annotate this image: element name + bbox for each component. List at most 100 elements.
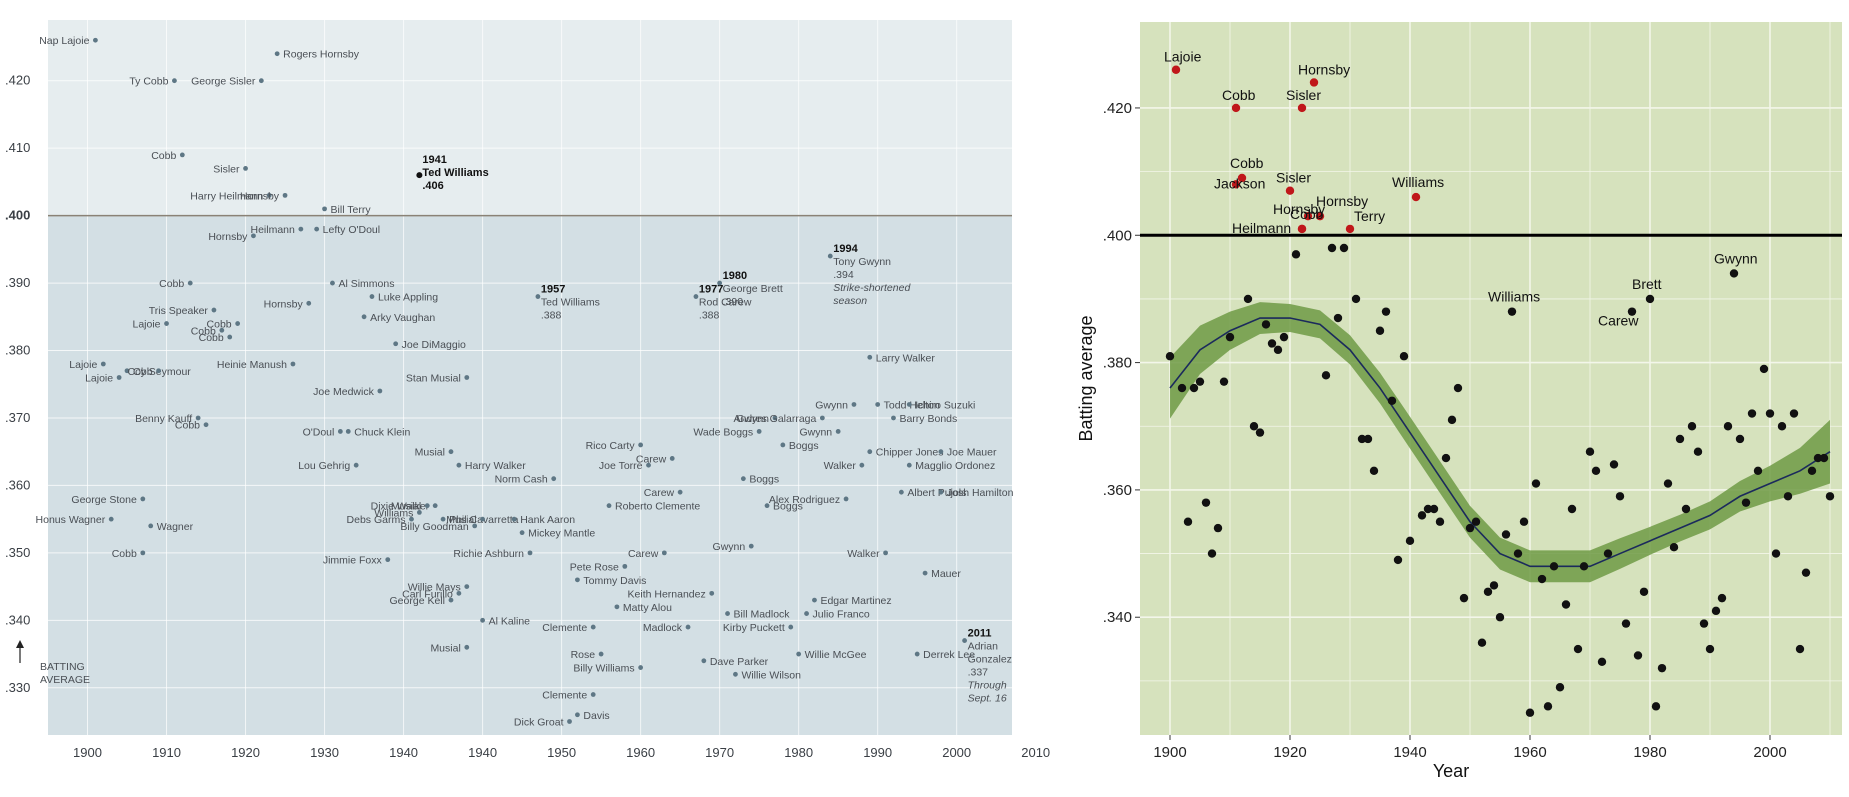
data-point	[203, 422, 209, 428]
y-tick-label: .350	[5, 545, 30, 560]
data-point	[243, 165, 248, 171]
data-point	[1219, 377, 1229, 386]
labeled-point	[1171, 65, 1181, 74]
data-point	[448, 449, 454, 455]
annotation-point	[416, 172, 423, 179]
data-point	[1705, 644, 1715, 654]
annotation-text: .388	[699, 310, 720, 322]
data-point	[938, 449, 944, 455]
data-point	[764, 503, 770, 509]
data-point	[1495, 613, 1505, 622]
data-point	[1423, 504, 1433, 514]
data-point	[898, 489, 904, 495]
point-label: Gwynn	[1714, 250, 1758, 266]
point-label: Lefty O'Doul	[323, 224, 380, 236]
point-label: Willie Wilson	[741, 669, 801, 681]
data-point	[1741, 498, 1751, 507]
data-point	[1693, 447, 1703, 456]
data-point	[1771, 549, 1781, 558]
point-label: Cobb	[1222, 87, 1256, 103]
data-point	[598, 651, 604, 657]
point-label: O'Doul	[303, 426, 335, 438]
point-label: Cobb	[191, 325, 216, 337]
data-point	[1183, 517, 1193, 526]
point-label: Josh Hamilton	[947, 487, 1014, 499]
data-point	[480, 617, 485, 623]
data-point	[1777, 422, 1787, 431]
point-label: Stan Musial	[406, 373, 461, 385]
data-point	[337, 429, 343, 434]
annotation-text: .394	[833, 269, 854, 281]
data-point	[464, 584, 470, 590]
data-point	[274, 51, 280, 57]
data-point	[140, 496, 146, 502]
data-point	[843, 496, 849, 502]
point-label: Keith Hernandez	[628, 588, 706, 600]
data-point	[622, 563, 628, 569]
data-point	[480, 516, 485, 522]
point-label: Larry Walker	[876, 352, 936, 364]
data-point	[1543, 702, 1553, 711]
data-point	[1201, 498, 1211, 507]
point-label: Carew	[644, 487, 675, 499]
point-label: Arky Vaughan	[370, 312, 435, 324]
point-label: Musial	[430, 642, 460, 654]
data-point	[1399, 352, 1409, 361]
data-point	[1165, 352, 1175, 361]
annotation-text: 1977	[699, 284, 723, 296]
data-point	[740, 476, 746, 482]
data-point	[1747, 409, 1757, 418]
data-point	[1813, 453, 1823, 463]
annotation-text: 1980	[723, 270, 747, 282]
x-tick-label: 1960	[1513, 744, 1546, 761]
data-point	[1177, 383, 1187, 393]
point-label: Edgar Martinez	[820, 595, 891, 607]
point-label: Lajoie	[85, 373, 113, 385]
data-point	[1207, 549, 1217, 558]
data-point	[464, 375, 470, 380]
y-tick-label: .400	[5, 208, 30, 223]
point-label: Boggs	[789, 440, 819, 452]
data-point	[1735, 434, 1745, 444]
point-label: Williams	[374, 507, 413, 519]
point-label: Luke Appling	[378, 292, 438, 304]
data-point	[456, 590, 462, 596]
data-point	[1675, 434, 1685, 444]
y-tick-label: .380	[5, 343, 30, 358]
data-point	[164, 321, 169, 326]
data-point	[1339, 243, 1349, 253]
data-point	[772, 415, 778, 421]
point-label: George Stone	[71, 494, 137, 506]
data-point	[1465, 523, 1475, 533]
point-label: Jimmie Foxx	[323, 555, 383, 567]
data-point	[867, 449, 873, 455]
x-tick-label: 1900	[73, 745, 102, 760]
annotation-text: Ted Williams	[541, 297, 600, 309]
data-point	[575, 577, 580, 583]
annotation-point	[962, 638, 967, 643]
data-point	[1753, 466, 1763, 476]
annotation-text: Ted Williams	[422, 167, 488, 179]
data-point	[511, 516, 517, 522]
data-point	[464, 644, 470, 650]
data-point	[1279, 332, 1289, 342]
data-point	[1291, 250, 1301, 259]
data-point	[440, 516, 446, 522]
point-label: Benny Kauff	[135, 413, 192, 425]
data-point	[1687, 422, 1697, 431]
data-point	[1417, 511, 1427, 520]
annotation-text: Rod Carew	[699, 297, 752, 309]
point-label: Gwynn	[736, 413, 769, 425]
point-label: Bill Madlock	[734, 609, 791, 621]
point-label: Wagner	[157, 521, 194, 533]
data-point	[701, 658, 707, 664]
annotation-text: .406	[422, 180, 443, 192]
y-tick-label: .420	[5, 73, 30, 88]
point-label: Cobb	[128, 366, 153, 378]
data-point	[251, 233, 256, 239]
point-label: Norm Cash	[495, 474, 548, 486]
data-point	[646, 462, 651, 468]
x-tick-label: 1940	[468, 745, 497, 760]
point-label: Chipper Jones	[876, 447, 944, 459]
